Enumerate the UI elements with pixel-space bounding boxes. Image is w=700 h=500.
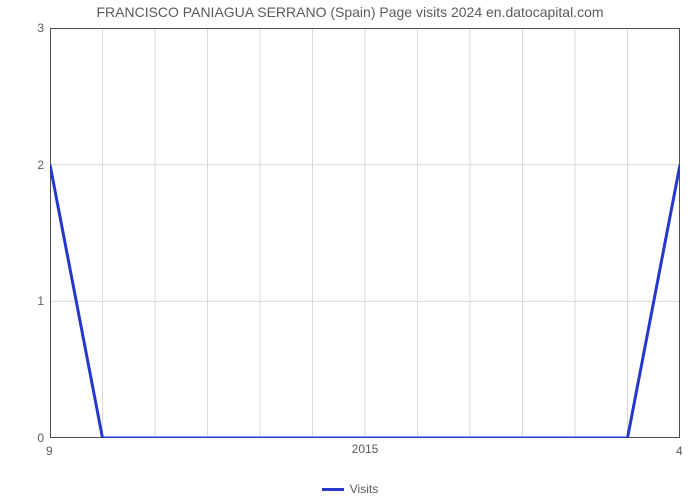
chart-svg <box>50 28 680 438</box>
corner-label-bottom-left: 9 <box>46 444 53 458</box>
chart-title: FRANCISCO PANIAGUA SERRANO (Spain) Page … <box>0 4 700 20</box>
x-tick-label: 2015 <box>352 442 379 456</box>
y-tick-label: 2 <box>37 158 44 172</box>
chart-page: FRANCISCO PANIAGUA SERRANO (Spain) Page … <box>0 0 700 500</box>
y-tick-label: 0 <box>37 431 44 445</box>
plot-area: 01232015 <box>50 28 680 438</box>
corner-label-bottom-right: 4 <box>676 444 683 458</box>
y-tick-label: 1 <box>37 294 44 308</box>
y-tick-label: 3 <box>37 21 44 35</box>
legend: Visits <box>0 482 700 496</box>
legend-swatch <box>322 488 344 491</box>
legend-label: Visits <box>350 482 378 496</box>
